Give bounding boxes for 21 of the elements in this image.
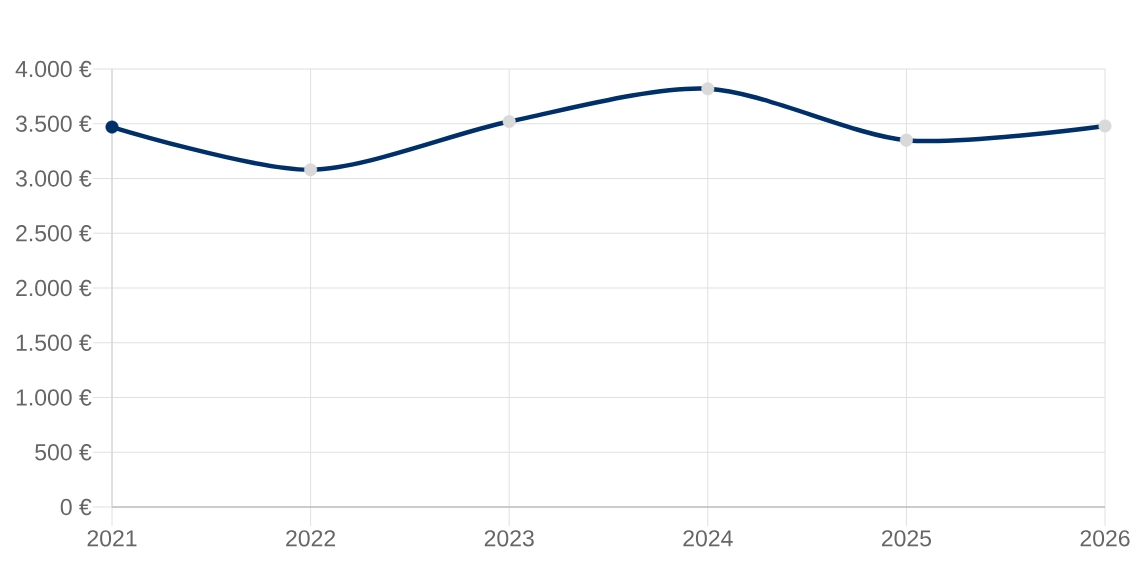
x-tick-label: 2023: [484, 530, 534, 547]
y-tick-label: 2.500 €: [16, 225, 92, 242]
y-tick-label: 4.000 €: [15, 60, 92, 78]
y-tick-label: 500 €: [35, 444, 92, 461]
y-tick-label: 3.500 €: [15, 115, 92, 132]
y-tick-label: 1.000 €: [16, 389, 92, 406]
y-tick-label: 0 €: [60, 498, 92, 516]
point: [899, 133, 913, 147]
point: [304, 163, 318, 177]
x-tick-label: 2021: [87, 530, 137, 547]
x-tick-label: 2025: [881, 530, 932, 547]
point: [502, 115, 516, 129]
y-tick-label: 3.000 €: [15, 170, 92, 187]
point: [701, 82, 715, 96]
x-tick-label: 2022: [286, 530, 336, 547]
point: [105, 120, 119, 134]
x-tick-label: 2024: [683, 530, 733, 547]
point: [1098, 119, 1112, 133]
y-tick-label: 2.000 €: [16, 279, 92, 297]
y-tick-label: 1.500 €: [16, 334, 92, 351]
x-tick-label: 2026: [1080, 530, 1130, 547]
